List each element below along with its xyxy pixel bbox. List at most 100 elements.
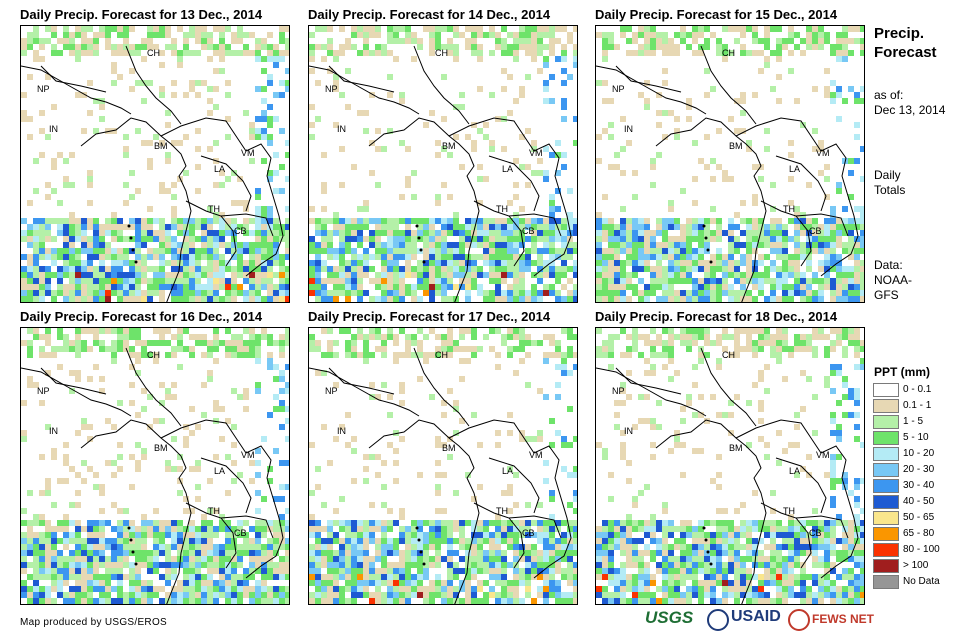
precip-cell xyxy=(794,278,800,284)
precip-cell xyxy=(626,218,632,224)
precip-cell xyxy=(207,544,213,550)
precip-cell xyxy=(435,346,441,352)
precip-cell xyxy=(836,424,842,430)
precip-cell xyxy=(501,568,507,574)
precip-cell xyxy=(495,364,501,370)
precip-cell xyxy=(602,520,608,526)
precip-cell xyxy=(315,302,321,303)
precip-cell xyxy=(249,328,255,334)
precip-cell xyxy=(728,242,734,248)
precip-cell xyxy=(45,556,51,562)
precip-cell xyxy=(668,248,674,254)
precip-cell xyxy=(411,248,417,254)
precip-cell xyxy=(489,592,495,598)
precip-cell xyxy=(680,266,686,272)
precip-cell xyxy=(321,538,327,544)
precip-cell xyxy=(357,334,363,340)
precip-cell xyxy=(45,38,51,44)
precip-cell xyxy=(483,538,489,544)
precip-cell xyxy=(507,266,513,272)
precip-cell xyxy=(147,290,153,296)
precip-cell xyxy=(393,580,399,586)
label-laos: LA xyxy=(502,164,514,174)
precip-cell xyxy=(285,364,289,370)
precip-cell xyxy=(501,50,507,56)
precip-cell xyxy=(788,26,794,32)
precip-cell xyxy=(195,224,201,230)
precip-cell xyxy=(435,290,441,296)
precip-cell xyxy=(321,580,327,586)
precip-cell xyxy=(465,44,471,50)
island xyxy=(709,260,713,264)
precip-cell xyxy=(429,242,435,248)
precip-cell xyxy=(626,346,632,352)
precip-cell xyxy=(237,598,243,604)
precip-cell xyxy=(722,26,728,32)
precip-cell xyxy=(189,586,195,592)
precip-cell xyxy=(255,592,261,598)
precip-cell xyxy=(165,278,171,284)
precip-cell xyxy=(207,376,213,382)
precip-cell xyxy=(381,296,387,302)
precip-cell xyxy=(537,568,543,574)
precip-cell xyxy=(27,74,33,80)
precip-cell xyxy=(465,520,471,526)
precip-cell xyxy=(393,296,399,302)
precip-cell xyxy=(237,544,243,550)
precip-cell xyxy=(111,472,117,478)
precip-cell xyxy=(357,328,363,334)
precip-cell xyxy=(63,242,69,248)
precip-cell xyxy=(632,170,638,176)
precip-cell xyxy=(668,532,674,538)
precip-cell xyxy=(537,340,543,346)
precip-cell xyxy=(549,26,555,32)
precip-cell xyxy=(399,352,405,358)
precip-cell xyxy=(33,158,39,164)
precip-cell xyxy=(309,104,315,110)
precip-cell xyxy=(830,496,836,502)
precip-cell xyxy=(638,230,644,236)
precip-cell xyxy=(99,302,105,303)
precip-cell xyxy=(662,68,668,74)
precip-cell xyxy=(357,580,363,586)
precip-cell xyxy=(213,248,219,254)
precip-cell xyxy=(189,32,195,38)
precip-cell xyxy=(183,346,189,352)
precip-cell xyxy=(219,556,225,562)
precip-cell xyxy=(812,86,818,92)
precip-cell xyxy=(273,272,279,278)
precip-cell xyxy=(357,254,363,260)
precip-cell xyxy=(243,586,249,592)
precip-cell xyxy=(255,460,261,466)
precip-cell xyxy=(93,224,99,230)
precip-cell xyxy=(339,242,345,248)
precip-cell xyxy=(159,26,165,32)
precip-cell xyxy=(692,340,698,346)
precip-cell xyxy=(93,364,99,370)
precip-cell xyxy=(177,454,183,460)
precip-cell xyxy=(165,272,171,278)
precip-cell xyxy=(614,224,620,230)
precip-cell xyxy=(273,296,279,302)
precip-cell xyxy=(662,526,668,532)
label-cambodia: CB xyxy=(234,226,247,236)
precip-cell xyxy=(501,86,507,92)
precip-cell xyxy=(483,604,489,605)
precip-cell xyxy=(686,116,692,122)
precip-cell xyxy=(117,346,123,352)
label-laos: LA xyxy=(789,164,801,174)
precip-cell xyxy=(249,460,255,466)
precip-cell xyxy=(710,478,716,484)
precip-cell xyxy=(656,92,662,98)
precip-cell xyxy=(249,128,255,134)
precip-cell xyxy=(105,248,111,254)
precip-cell xyxy=(848,394,854,400)
precip-cell xyxy=(686,218,692,224)
precip-cell xyxy=(537,586,543,592)
precip-cell xyxy=(447,224,453,230)
precip-cell xyxy=(435,32,441,38)
precip-cell xyxy=(513,38,519,44)
precip-cell xyxy=(333,598,339,604)
precip-cell xyxy=(525,182,531,188)
precip-cell xyxy=(225,218,231,224)
